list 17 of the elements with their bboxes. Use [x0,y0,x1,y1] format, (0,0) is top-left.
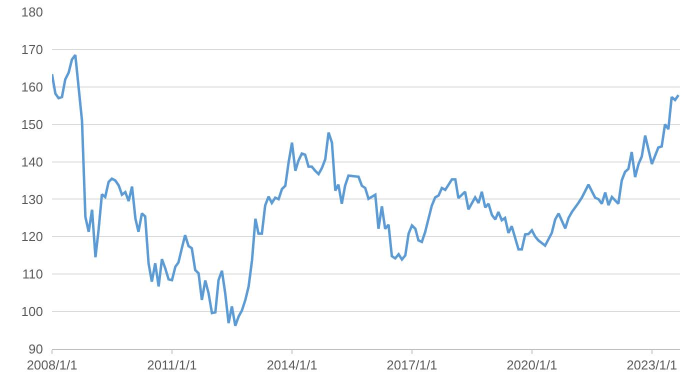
x-tick-label: 2011/1/1 [147,358,197,373]
x-tick-label: 2008/1/1 [26,358,78,373]
y-tick-label: 160 [21,79,43,94]
y-tick-label: 90 [28,342,43,357]
line-series [52,54,680,328]
y-tick-label: 100 [21,304,43,320]
x-tick-label: 2014/1/1 [266,358,318,373]
y-tick-label: 130 [21,192,43,207]
x-tick-label: 2020/1/1 [506,358,558,373]
y-tick-label: 140 [21,154,43,170]
x-tick-label: 2017/1/1 [386,358,438,373]
y-tick-label: 110 [22,266,43,282]
y-tick-label: 170 [21,42,43,57]
y-tick-label: 150 [21,116,43,132]
y-tick-label: 180 [21,4,43,20]
y-tick-label: 120 [21,229,43,244]
x-tick-label: 2023/1/1 [626,358,678,373]
